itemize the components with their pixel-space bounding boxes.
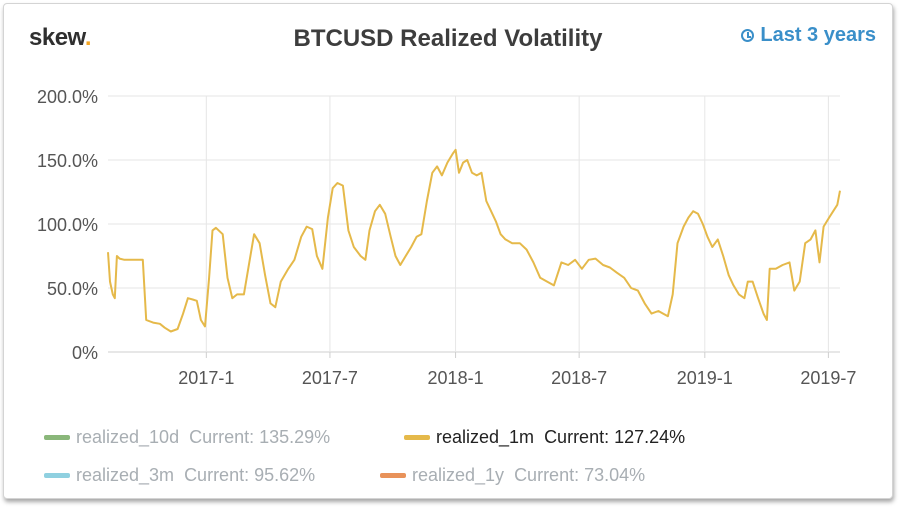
- clock-icon: [741, 29, 755, 42]
- y-tick-label: 100.0%: [37, 215, 98, 235]
- legend-current-value: Current: 127.24%: [544, 426, 686, 447]
- legend-series-name: realized_10d: [76, 426, 180, 447]
- legend-current-value: Current: 73.04%: [514, 464, 646, 485]
- x-tick-label: 2017-1: [178, 368, 234, 388]
- series-line-realized_1m: [107, 148, 841, 333]
- y-tick-label: 50.0%: [47, 279, 98, 299]
- y-tick-label: 0%: [72, 343, 98, 363]
- legend-swatch: [404, 434, 430, 440]
- y-axis: 0% 50.0% 100.0% 150.0% 200.0%: [37, 87, 98, 363]
- series-layer: [107, 148, 841, 333]
- legend-swatch: [44, 434, 70, 440]
- x-tick-label: 2019-7: [800, 368, 856, 388]
- chart-card: skew. BTCUSD Realized Volatility Last 3 …: [3, 3, 893, 499]
- time-range-button[interactable]: Last 3 years: [741, 24, 876, 47]
- y-tick-label: 200.0%: [37, 87, 98, 107]
- legend-item-realized-1y[interactable]: realized_1y Current: 73.04%: [380, 465, 645, 486]
- legend-swatch: [44, 472, 70, 478]
- legend-swatch: [380, 472, 406, 478]
- y-tick-label: 150.0%: [37, 151, 98, 171]
- x-tick-label: 2019-1: [677, 368, 733, 388]
- volatility-chart[interactable]: 0%50.0%100.0%150.0%200.0% 2017-1 2017-7 20…: [4, 4, 892, 404]
- legend-item-realized-10d[interactable]: realized_10d Current: 135.29%: [44, 427, 404, 448]
- time-range-label: Last 3 years: [760, 24, 876, 46]
- legend-series-name: realized_3m: [76, 464, 175, 485]
- chart-legend: realized_10d Current: 135.29% realized_1…: [44, 418, 864, 494]
- legend-current-value: Current: 135.29%: [189, 426, 331, 447]
- x-tick-label: 2018-1: [428, 368, 484, 388]
- x-tick-label: 2018-7: [551, 368, 607, 388]
- legend-current-value: Current: 95.62%: [184, 464, 316, 485]
- legend-item-realized-1m[interactable]: realized_1m Current: 127.24%: [404, 427, 685, 448]
- x-tick-label: 2017-7: [302, 368, 358, 388]
- chart-title: BTCUSD Realized Volatility: [293, 25, 603, 52]
- legend-row-1: realized_10d Current: 135.29% realized_1…: [44, 418, 864, 456]
- chart-grid: [108, 95, 840, 358]
- legend-item-realized-3m[interactable]: realized_3m Current: 95.62%: [44, 465, 380, 486]
- legend-series-name: realized_1y: [412, 464, 505, 485]
- skew-logo: skew.: [29, 24, 92, 51]
- legend-row-2: realized_3m Current: 95.62% realized_1y …: [44, 456, 864, 494]
- legend-series-name: realized_1m: [436, 426, 535, 447]
- x-axis: 2017-1 2017-7 2018-1 2018-7 2019-1 2019-7: [178, 368, 856, 388]
